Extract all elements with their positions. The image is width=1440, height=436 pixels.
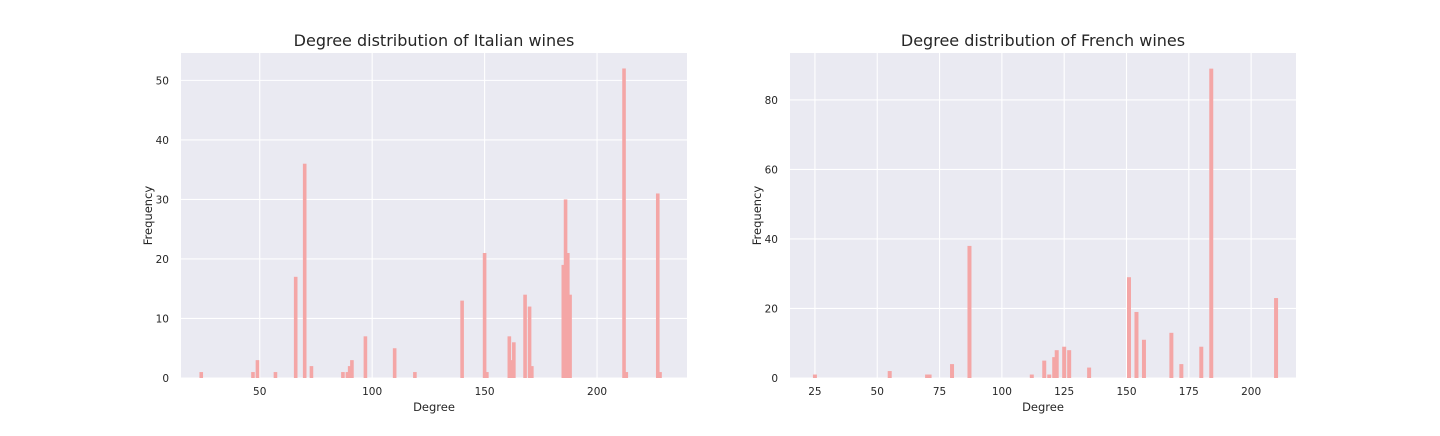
- bars: [199, 68, 662, 378]
- bar: [413, 372, 417, 378]
- bar: [568, 294, 572, 378]
- bar: [1209, 68, 1214, 378]
- bar: [1054, 350, 1059, 378]
- y-tick-label: 60: [765, 164, 778, 176]
- bar: [624, 372, 629, 378]
- chart-title: Degree distribution of Italian wines: [294, 31, 575, 50]
- bar: [967, 245, 972, 378]
- y-tick-label: 0: [771, 373, 778, 385]
- bar: [363, 336, 368, 378]
- chart-italian-wines: 50 100 150 200 0 10 20 30 40 50 Degree distributi…: [141, 31, 687, 414]
- bar: [255, 360, 260, 378]
- bar: [1047, 374, 1052, 378]
- bar: [509, 360, 514, 378]
- bars: [812, 68, 1279, 378]
- y-tick-label: 20: [765, 303, 778, 315]
- bar: [302, 163, 307, 378]
- x-tick-label: 150: [1116, 386, 1136, 398]
- bar: [566, 253, 570, 378]
- x-tick-label: 50: [253, 386, 266, 398]
- y-tick-label: 0: [162, 373, 169, 385]
- x-tick-label: 175: [1179, 386, 1199, 398]
- bar: [485, 372, 489, 378]
- x-tick-label: 200: [587, 386, 607, 398]
- y-tick-label: 50: [156, 75, 169, 87]
- bar: [512, 342, 516, 378]
- y-axis-label: Frequency: [750, 186, 764, 246]
- y-tick-label: 10: [156, 313, 169, 325]
- bar: [1042, 360, 1047, 378]
- x-tick-label: 125: [1054, 386, 1074, 398]
- bar: [927, 374, 932, 378]
- bar: [523, 294, 527, 378]
- tick-labels: 25 50 75 100 125 150 175 200 0 20 40 60 80: [765, 95, 1262, 398]
- bar: [563, 199, 568, 378]
- bar: [293, 276, 298, 378]
- x-tick-label: 25: [808, 386, 821, 398]
- tick-labels: 50 100 150 200 0 10 20 30 40 50: [156, 75, 607, 398]
- bar: [658, 372, 662, 378]
- bar: [1127, 277, 1131, 378]
- bar: [530, 366, 534, 378]
- x-tick-label: 50: [871, 386, 884, 398]
- bar: [1199, 346, 1204, 378]
- gridlines: [181, 53, 687, 379]
- y-axis-label: Frequency: [141, 186, 155, 246]
- bar: [392, 348, 397, 378]
- bar: [1134, 311, 1139, 378]
- x-axis-label: Degree: [413, 400, 455, 414]
- y-tick-label: 40: [765, 234, 778, 246]
- bar: [460, 300, 464, 378]
- bar: [1274, 298, 1279, 378]
- bar: [347, 366, 352, 378]
- plot-area: [790, 53, 1296, 378]
- bar: [925, 374, 930, 378]
- bar: [1067, 350, 1072, 378]
- bar: [561, 264, 566, 378]
- bar: [1179, 364, 1184, 378]
- chart-french-wines: 25 50 75 100 125 150 175 200 0 20 40 60 80 Degree di…: [750, 31, 1296, 414]
- bar: [812, 374, 817, 378]
- bar: [1141, 339, 1146, 378]
- bar: [1087, 367, 1092, 378]
- bar: [273, 372, 278, 378]
- bar: [622, 68, 626, 378]
- bar: [341, 372, 345, 378]
- bar: [482, 253, 487, 378]
- bar: [655, 193, 660, 378]
- x-axis-label: Degree: [1022, 400, 1064, 414]
- bar: [350, 360, 354, 378]
- bar: [507, 336, 512, 378]
- bar: [887, 371, 892, 378]
- bar: [251, 372, 255, 378]
- bar: [199, 372, 204, 378]
- x-tick-label: 150: [475, 386, 495, 398]
- plot-area: [181, 53, 687, 378]
- chart-title: Degree distribution of French wines: [901, 31, 1185, 50]
- bar: [309, 366, 314, 378]
- bar: [527, 306, 532, 378]
- x-tick-label: 75: [933, 386, 946, 398]
- bar: [1169, 332, 1174, 378]
- y-tick-label: 80: [765, 95, 778, 107]
- x-tick-label: 100: [992, 386, 1012, 398]
- y-tick-label: 40: [156, 135, 169, 147]
- y-tick-label: 30: [156, 194, 169, 206]
- x-tick-label: 200: [1241, 386, 1261, 398]
- x-tick-label: 100: [362, 386, 382, 398]
- bar: [1052, 357, 1057, 378]
- y-tick-label: 20: [156, 254, 169, 266]
- bar: [1062, 346, 1067, 378]
- bar: [1029, 374, 1034, 378]
- bar: [345, 372, 350, 378]
- bar: [950, 364, 955, 378]
